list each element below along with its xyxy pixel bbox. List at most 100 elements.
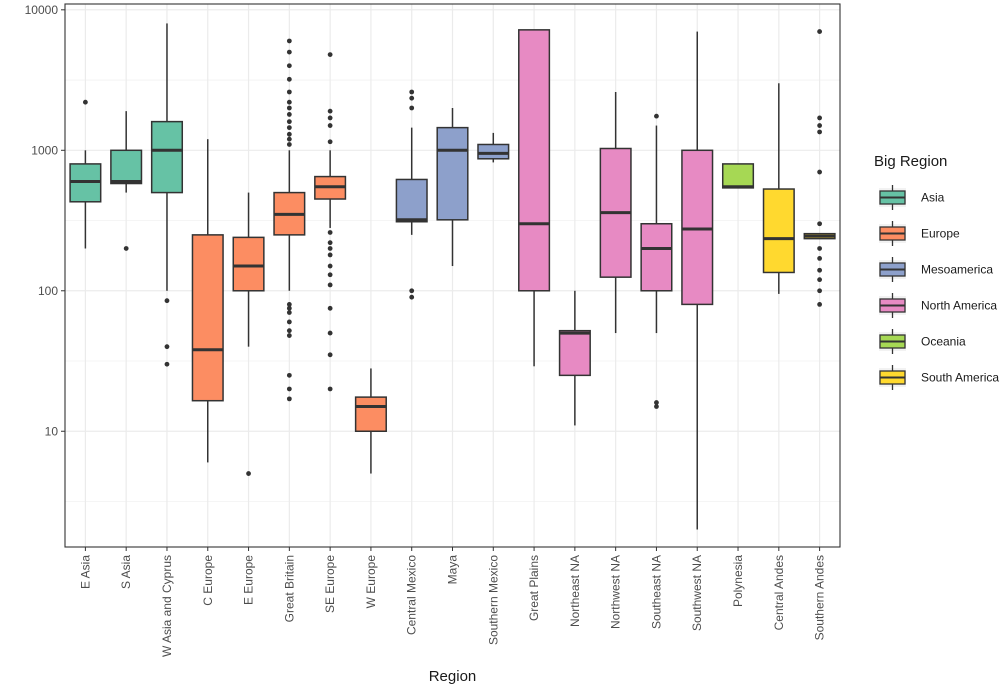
- box-great-britain: [273, 38, 306, 402]
- legend-item-mesoamerica: Mesoamerica: [879, 257, 993, 282]
- y-tick-label: 100: [38, 284, 58, 298]
- box-body: [191, 234, 224, 402]
- outlier-point: [817, 277, 823, 283]
- box-body: [436, 126, 469, 221]
- outlier-point: [327, 386, 333, 392]
- box-southern-andes: [803, 29, 836, 307]
- outlier-point: [409, 105, 415, 111]
- outlier-point: [817, 256, 823, 261]
- outlier-point: [82, 99, 88, 105]
- outlier-point: [286, 305, 292, 311]
- box-body: [558, 329, 591, 377]
- box-central-mexico: [395, 89, 428, 300]
- outlier-point: [817, 115, 823, 121]
- legend-label: North America: [921, 299, 997, 313]
- legend-label: Mesoamerica: [921, 263, 993, 277]
- outlier-point: [327, 139, 333, 145]
- outlier-point: [286, 396, 292, 402]
- outlier-point: [164, 361, 170, 367]
- outlier-point: [409, 288, 415, 294]
- legend-item-oceania: Oceania: [879, 329, 966, 354]
- outlier-point: [409, 89, 415, 95]
- box-maya: [436, 108, 469, 267]
- outlier-point: [123, 246, 129, 251]
- outlier-point: [286, 319, 292, 325]
- outlier-point: [817, 301, 823, 307]
- x-tick-label-northeast-na: Northeast NA: [568, 555, 582, 627]
- x-tick-label-southern-mexico: Southern Mexico: [486, 555, 500, 645]
- x-tick-label-s-asia: S Asia: [119, 555, 133, 589]
- outlier-point: [286, 76, 292, 82]
- box-northwest-na: [599, 91, 632, 334]
- box-s-asia: [110, 111, 143, 251]
- x-tick-label-great-britain: Great Britain: [282, 555, 296, 622]
- box-se-europe: [314, 52, 347, 392]
- box-body: [395, 178, 428, 223]
- outlier-point: [327, 230, 333, 235]
- box-central-andes: [762, 83, 795, 294]
- x-axis-title: Region: [429, 668, 477, 685]
- box-body: [110, 149, 143, 185]
- outlier-point: [327, 272, 333, 278]
- outlier-point: [327, 352, 333, 358]
- outlier-point: [286, 301, 292, 307]
- x-tick-label-c-europe: C Europe: [201, 555, 215, 606]
- legend-item-europe: Europe: [879, 221, 960, 246]
- outlier-point: [286, 49, 292, 55]
- x-tick-label-northwest-na: Northwest NA: [609, 555, 623, 629]
- outlier-point: [817, 129, 823, 135]
- box-body: [681, 149, 714, 306]
- outlier-point: [817, 246, 823, 251]
- box-e-asia: [69, 99, 102, 249]
- outlier-point: [286, 119, 292, 125]
- x-tick-label-e-asia: E Asia: [78, 555, 92, 589]
- outlier-point: [286, 125, 292, 131]
- outlier-point: [817, 29, 823, 34]
- outlier-point: [286, 89, 292, 95]
- outlier-point: [286, 112, 292, 117]
- box-c-europe: [191, 139, 224, 463]
- box-body: [477, 143, 510, 160]
- x-tick-label-w-asia-and-cyprus: W Asia and Cyprus: [160, 555, 174, 657]
- box-body: [518, 29, 551, 292]
- box-layer: [69, 23, 836, 530]
- outlier-point: [327, 52, 333, 57]
- x-tick-label-great-plains: Great Plains: [527, 555, 541, 621]
- outlier-point: [327, 282, 333, 288]
- outlier-point: [164, 344, 170, 350]
- x-tick-label-e-europe: E Europe: [242, 555, 256, 605]
- outlier-point: [327, 263, 333, 269]
- x-tick-label-central-andes: Central Andes: [772, 555, 786, 630]
- outlier-point: [286, 310, 292, 315]
- box-southeast-na: [640, 113, 673, 409]
- outlier-point: [327, 305, 333, 311]
- outlier-point: [327, 330, 333, 336]
- legend-title: Big Region: [874, 153, 947, 170]
- outlier-point: [286, 136, 292, 142]
- outlier-point: [654, 400, 659, 405]
- outlier-point: [286, 38, 292, 44]
- box-body: [354, 396, 387, 433]
- x-tick-label-polynesia: Polynesia: [731, 555, 745, 607]
- box-body: [150, 120, 184, 194]
- outlier-point: [817, 123, 823, 128]
- axis-layer: 10 100 1000 10000 E Asia S Asia W Asia and Cyp…: [25, 3, 827, 657]
- outlier-point: [286, 372, 292, 378]
- x-tick-label-w-europe: W Europe: [364, 555, 378, 609]
- outlier-point: [286, 131, 292, 137]
- box-w-europe: [354, 368, 387, 474]
- outlier-point: [246, 471, 251, 476]
- box-body: [721, 163, 755, 189]
- box-southwest-na: [681, 31, 714, 530]
- legend-label: South America: [921, 371, 999, 385]
- outlier-point: [286, 99, 292, 105]
- outlier-point: [286, 105, 292, 111]
- legend-item-north-america: North America: [879, 293, 997, 318]
- outlier-point: [327, 123, 333, 128]
- x-tick-label-se-europe: SE Europe: [323, 555, 337, 613]
- outlier-point: [327, 240, 333, 246]
- legend-item-asia: Asia: [879, 185, 945, 210]
- box-e-europe: [232, 192, 265, 476]
- outlier-point: [654, 404, 659, 409]
- box-body: [232, 236, 265, 292]
